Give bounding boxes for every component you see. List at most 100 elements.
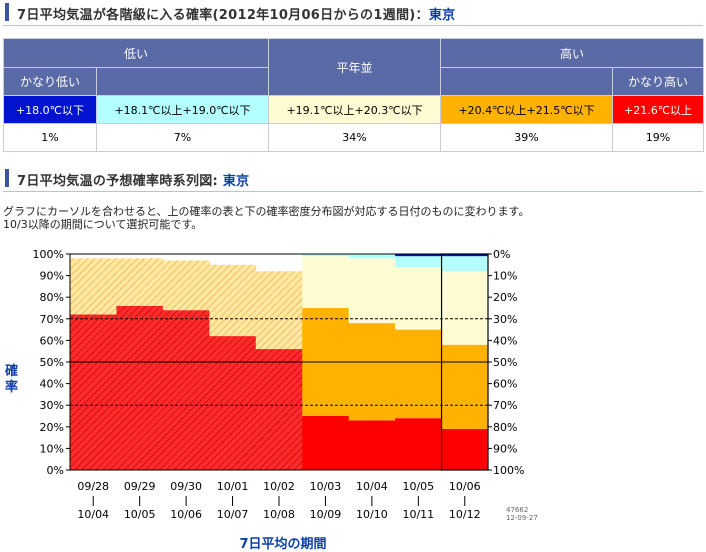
left-tick-label: 70% (40, 313, 64, 326)
subgroup-low-blank (95, 67, 270, 96)
left-tick-label: 0% (47, 464, 64, 477)
left-tick-label: 40% (40, 378, 64, 391)
subgroup-very-low-header: かなり低い (3, 67, 97, 96)
right-tick-label: 90% (493, 442, 517, 455)
period-start-label: 09/28 (77, 480, 109, 493)
bar-segment-low[interactable] (348, 254, 396, 259)
bar-segment-very-high[interactable] (395, 418, 443, 470)
bar-segment-normal (162, 260, 210, 311)
bar-segment-very-high[interactable] (302, 416, 350, 470)
subgroup-high-blank (440, 67, 614, 96)
period-start-label: 10/04 (356, 480, 388, 493)
period-end-label: 10/12 (449, 508, 481, 521)
group-high-header: 高い (440, 38, 705, 68)
description-line-2: 10/3以降の期間について選択可能です。 (3, 218, 203, 231)
timeseries-title: 7日平均気温の予想確率時系列図: 東京 (17, 170, 249, 189)
left-tick-label: 50% (40, 356, 64, 369)
chart-description: グラフにカーソルを合わせると、上の確率の表と下の確率密度分布図が対応する日付のも… (3, 205, 529, 231)
period-start-label: 10/05 (402, 480, 434, 493)
bar-segment-normal (255, 271, 303, 350)
title-marker (5, 3, 9, 21)
period-start-label: 10/06 (449, 480, 481, 493)
x-axis-title: 7日平均の期間 (239, 537, 327, 552)
prob-normal: 34% (268, 123, 442, 152)
bar-segment-low[interactable] (302, 254, 350, 257)
bar-segment-normal[interactable] (395, 266, 443, 330)
description-line-1: グラフにカーソルを合わせると、上の確率の表と下の確率密度分布図が対応する日付のも… (3, 205, 530, 218)
range-very-low: +18.0℃以下 (3, 95, 97, 124)
right-tick-label: 70% (493, 399, 517, 412)
plot-area: 100% 90% 80% 70% 60% 50% 40% 30% 20% 10% 0% 0% 10% 20… (33, 248, 538, 522)
bar-segment-normal[interactable] (302, 256, 350, 308)
right-tick-label: 50% (493, 356, 517, 369)
range-very-high: +21.6℃以上 (612, 95, 705, 124)
left-tick-label: 100% (33, 248, 64, 261)
bar-segment-high[interactable] (348, 323, 396, 421)
left-tick-label: 10% (40, 442, 64, 455)
range-normal: +19.1℃以上+20.3℃以下 (268, 95, 442, 124)
period-end-label: 10/10 (356, 508, 388, 521)
right-tick-label: 100% (493, 464, 524, 477)
prob-very-high: 19% (612, 123, 705, 152)
chart-stamp-id: 47662 (506, 506, 528, 514)
period-end-label: 10/08 (263, 508, 295, 521)
range-high: +20.4℃以上+21.5℃以下 (440, 95, 614, 124)
right-tick-label: 30% (493, 313, 517, 326)
left-tick-label: 80% (40, 291, 64, 304)
range-low: +18.1℃以上+19.0℃以下 (95, 95, 270, 124)
bar-segment-very-high (255, 349, 303, 470)
timeseries-title-text: 7日平均気温の予想確率時系列図: (17, 174, 223, 189)
probability-table-header: 7日平均気温が各階級に入る確率(2012年10月06日からの1週間)：東京 (3, 0, 703, 26)
bar-segment-normal (70, 258, 117, 315)
right-tick-label: 10% (493, 270, 517, 283)
right-tick-label: 0% (493, 248, 510, 261)
group-normal-header: 平年並 (268, 38, 442, 96)
bar-segment-normal (209, 264, 257, 337)
period-start-label: 10/03 (310, 480, 342, 493)
right-tick-label: 20% (493, 291, 517, 304)
period-start-label: 09/29 (124, 480, 156, 493)
bar-segment-low[interactable] (395, 256, 443, 267)
probability-table-place: 東京 (428, 8, 456, 23)
bar-segment-normal (116, 258, 164, 306)
bar-segment-normal[interactable] (441, 271, 489, 345)
group-low-header: 低い (2, 38, 270, 68)
left-tick-label: 90% (40, 270, 64, 283)
bar-segment-very-high[interactable] (348, 420, 396, 470)
left-tick-label: 20% (40, 421, 64, 434)
bar-segment-very-high (209, 336, 257, 470)
bar-segment-low[interactable] (441, 256, 489, 272)
left-tick-label: 60% (40, 334, 64, 347)
right-tick-label: 60% (493, 378, 517, 391)
probability-timeseries-chart: 100% 90% 80% 70% 60% 50% 40% 30% 20% 10% 0% 0% 10% 20… (33, 248, 538, 522)
bar-segment-normal[interactable] (348, 258, 396, 324)
period-start-label: 10/02 (263, 480, 295, 493)
subgroup-very-high-header: かなり高い (612, 67, 705, 96)
left-tick-label: 30% (40, 399, 64, 412)
period-end-label: 10/09 (310, 508, 342, 521)
timeseries-place: 東京 (222, 174, 250, 189)
period-end-label: 10/11 (402, 508, 434, 521)
period-start-label: 09/30 (170, 480, 202, 493)
bar-segment-very-low[interactable] (441, 254, 489, 257)
probability-table-title: 7日平均気温が各階級に入る確率(2012年10月06日からの1週間)：東京 (17, 4, 455, 23)
right-tick-label: 80% (493, 421, 517, 434)
period-end-label: 10/06 (170, 508, 202, 521)
right-tick-label: 40% (493, 334, 517, 347)
probability-table-title-text: 7日平均気温が各階級に入る確率(2012年10月06日からの1週間)： (17, 8, 429, 23)
prob-high: 39% (440, 123, 614, 152)
bar-segment-very-high[interactable] (441, 428, 489, 470)
title-marker (5, 169, 9, 187)
y-axis-title: 確率 (5, 364, 19, 395)
timeseries-header: 7日平均気温の予想確率時系列図: 東京 (3, 166, 703, 192)
bar-segment-very-high (70, 314, 117, 470)
bar-segment-very-high (162, 310, 210, 470)
chart-stamp-date: 12-09-27 (506, 514, 538, 522)
probability-table: 低い 平年並 高い かなり低い かなり高い +18.0℃以下 +18.1℃以上+… (2, 38, 705, 152)
period-end-label: 10/05 (124, 508, 156, 521)
period-end-label: 10/04 (77, 508, 109, 521)
bar-segment-very-low[interactable] (395, 254, 443, 257)
bar-segment-high[interactable] (441, 344, 489, 429)
bar-segment-high[interactable] (395, 329, 443, 419)
period-start-label: 10/01 (217, 480, 249, 493)
